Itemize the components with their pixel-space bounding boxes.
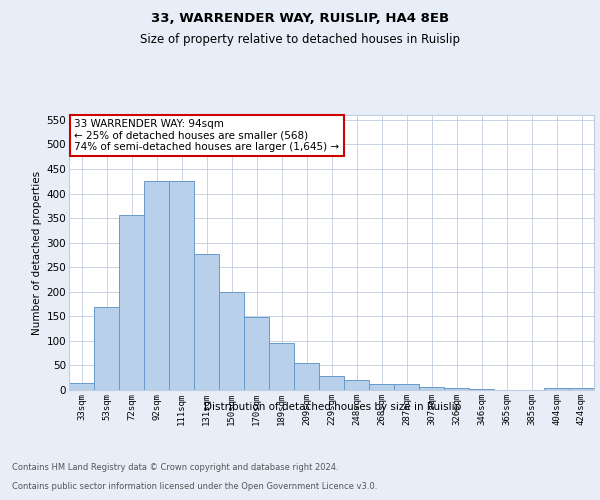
Bar bbox=[219, 292, 244, 390]
Bar bbox=[69, 382, 94, 390]
Text: Size of property relative to detached houses in Ruislip: Size of property relative to detached ho… bbox=[140, 32, 460, 46]
Bar bbox=[194, 254, 219, 390]
Bar bbox=[144, 182, 169, 390]
Bar bbox=[469, 388, 494, 390]
Bar bbox=[294, 363, 319, 390]
Bar bbox=[169, 182, 194, 390]
Text: 33 WARRENDER WAY: 94sqm
← 25% of detached houses are smaller (568)
74% of semi-d: 33 WARRENDER WAY: 94sqm ← 25% of detache… bbox=[74, 119, 340, 152]
Bar bbox=[419, 386, 444, 390]
Bar bbox=[394, 384, 419, 390]
Bar bbox=[569, 388, 594, 390]
Bar bbox=[369, 384, 394, 390]
Bar bbox=[269, 343, 294, 390]
Bar bbox=[444, 388, 469, 390]
Bar bbox=[344, 380, 369, 390]
Y-axis label: Number of detached properties: Number of detached properties bbox=[32, 170, 43, 334]
Bar bbox=[94, 306, 119, 390]
Bar bbox=[244, 318, 269, 390]
Bar bbox=[544, 388, 569, 390]
Bar bbox=[119, 214, 144, 390]
Text: Distribution of detached houses by size in Ruislip: Distribution of detached houses by size … bbox=[205, 402, 461, 412]
Text: Contains HM Land Registry data © Crown copyright and database right 2024.: Contains HM Land Registry data © Crown c… bbox=[12, 464, 338, 472]
Text: 33, WARRENDER WAY, RUISLIP, HA4 8EB: 33, WARRENDER WAY, RUISLIP, HA4 8EB bbox=[151, 12, 449, 26]
Text: Contains public sector information licensed under the Open Government Licence v3: Contains public sector information licen… bbox=[12, 482, 377, 491]
Bar bbox=[319, 376, 344, 390]
